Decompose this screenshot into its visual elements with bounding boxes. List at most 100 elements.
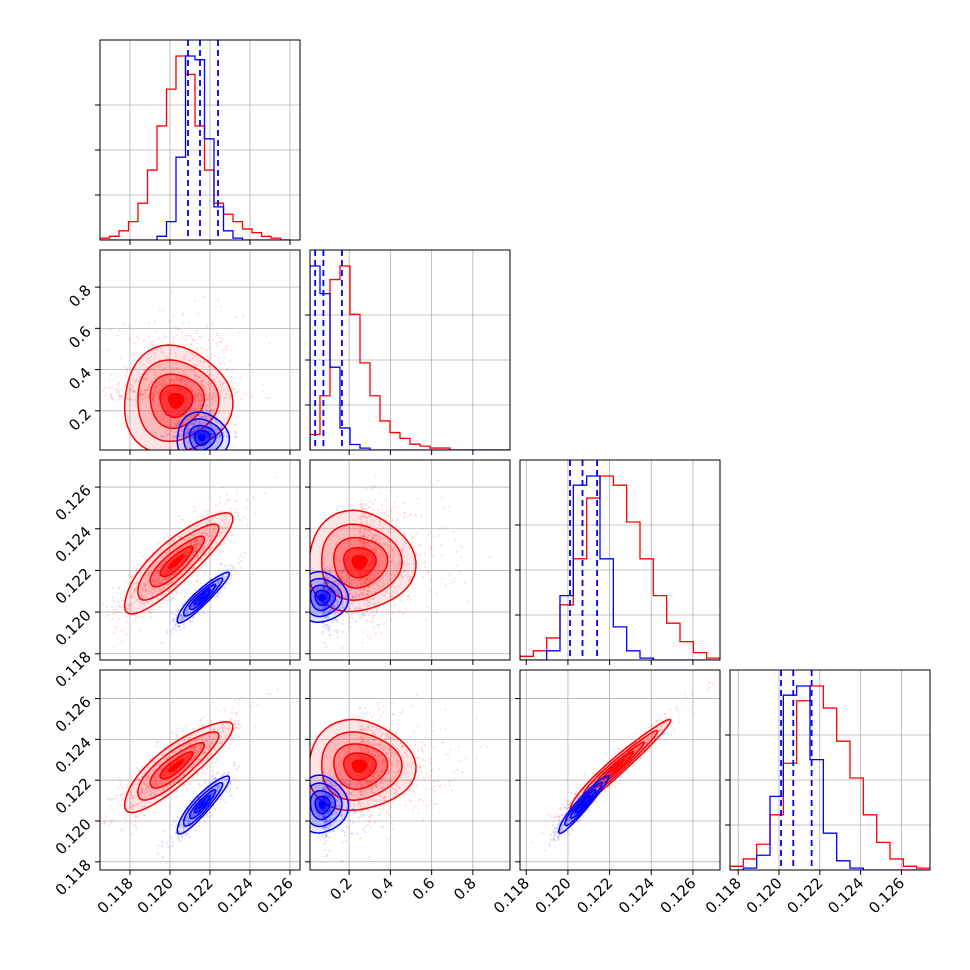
scatter-point [362, 613, 365, 616]
scatter-point [169, 349, 172, 352]
scatter-point [206, 369, 209, 372]
scatter-point [153, 390, 156, 393]
scatter-point [151, 592, 154, 595]
panel-content [50, 290, 271, 450]
scatter-point [181, 377, 184, 381]
scatter-point [154, 389, 157, 393]
scatter-point [359, 790, 362, 793]
scatter-point [190, 541, 193, 544]
scatter-point [325, 645, 328, 648]
scatter-point [207, 743, 210, 746]
scatter-point [146, 388, 149, 392]
scatter-point [447, 505, 450, 508]
scatter-point [135, 582, 138, 585]
scatter-point [379, 728, 382, 731]
scatter-point [146, 766, 149, 769]
panel-content [100, 476, 277, 650]
scatter-point [322, 586, 325, 589]
scatter-point [370, 538, 373, 541]
scatter-point [205, 422, 209, 425]
scatter-point [211, 793, 214, 796]
scatter-point [393, 530, 396, 533]
scatter-point [169, 629, 173, 632]
scatter-point [166, 532, 169, 536]
scatter-point [162, 378, 165, 381]
scatter-point [339, 607, 342, 611]
scatter-point [361, 591, 364, 594]
scatter-point [330, 592, 333, 595]
scatter-point [183, 600, 187, 603]
scatter-point [190, 746, 193, 749]
scatter-point [178, 435, 181, 438]
scatter-point [177, 543, 180, 546]
scatter-point [198, 375, 201, 378]
scatter-point [351, 616, 354, 619]
scatter-point [188, 782, 191, 786]
scatter-point [207, 429, 210, 432]
scatter-point [218, 389, 221, 392]
scatter-point [368, 529, 371, 532]
scatter-point [207, 414, 210, 418]
scatter-point [200, 346, 203, 349]
scatter-point [224, 564, 227, 568]
scatter-point [206, 355, 209, 358]
scatter-point [50, 379, 52, 381]
scatter-point [196, 426, 199, 429]
scatter-point [149, 362, 152, 365]
scatter-point [372, 598, 375, 601]
scatter-point [344, 594, 347, 598]
scatter-point [187, 583, 190, 586]
scatter-point [327, 627, 330, 630]
scatter-point [205, 348, 208, 351]
scatter-point [385, 812, 388, 815]
scatter-point [216, 594, 219, 597]
scatter-point [201, 380, 204, 383]
scatter-point [161, 384, 164, 387]
scatter-point [380, 551, 383, 554]
scatter-point [195, 574, 198, 577]
scatter-point [334, 629, 337, 632]
scatter-point [143, 389, 147, 392]
scatter-point [190, 353, 194, 356]
scatter-point [236, 511, 239, 514]
scatter-point [234, 698, 237, 702]
scatter-point [198, 821, 201, 824]
scatter-point [177, 625, 180, 628]
scatter-point [212, 432, 215, 435]
scatter-point [164, 435, 167, 438]
scatter-point [115, 608, 118, 611]
scatter-point [194, 385, 197, 388]
scatter-point [381, 577, 384, 580]
scatter-point [193, 583, 196, 587]
scatter-point [369, 574, 372, 577]
scatter-point [395, 650, 399, 653]
scatter-point [144, 392, 147, 395]
scatter-point [193, 604, 196, 608]
scatter-point [388, 777, 391, 780]
scatter-point [423, 552, 426, 556]
scatter-point [208, 736, 211, 739]
scatter-point [341, 603, 344, 606]
scatter-point [185, 388, 188, 392]
contour-series-1 [176, 775, 231, 835]
scatter-point [177, 327, 180, 331]
scatter-point [193, 401, 196, 405]
scatter-point [192, 338, 195, 341]
scatter-point [364, 507, 367, 510]
scatter-point [235, 726, 238, 729]
scatter-point [360, 503, 363, 506]
scatter-point [367, 577, 370, 580]
scatter-point [120, 395, 124, 398]
scatter-point [186, 430, 189, 433]
scatter-point [322, 587, 326, 590]
scatter-point [127, 607, 130, 611]
scatter-point [162, 383, 165, 386]
scatter-point [207, 534, 211, 538]
scatter-point [211, 432, 214, 435]
scatter-point [383, 517, 386, 520]
scatter-point [224, 515, 227, 519]
scatter-point [366, 577, 370, 580]
scatter-point [140, 389, 143, 392]
scatter-point [204, 553, 207, 557]
scatter-point [235, 570, 238, 573]
